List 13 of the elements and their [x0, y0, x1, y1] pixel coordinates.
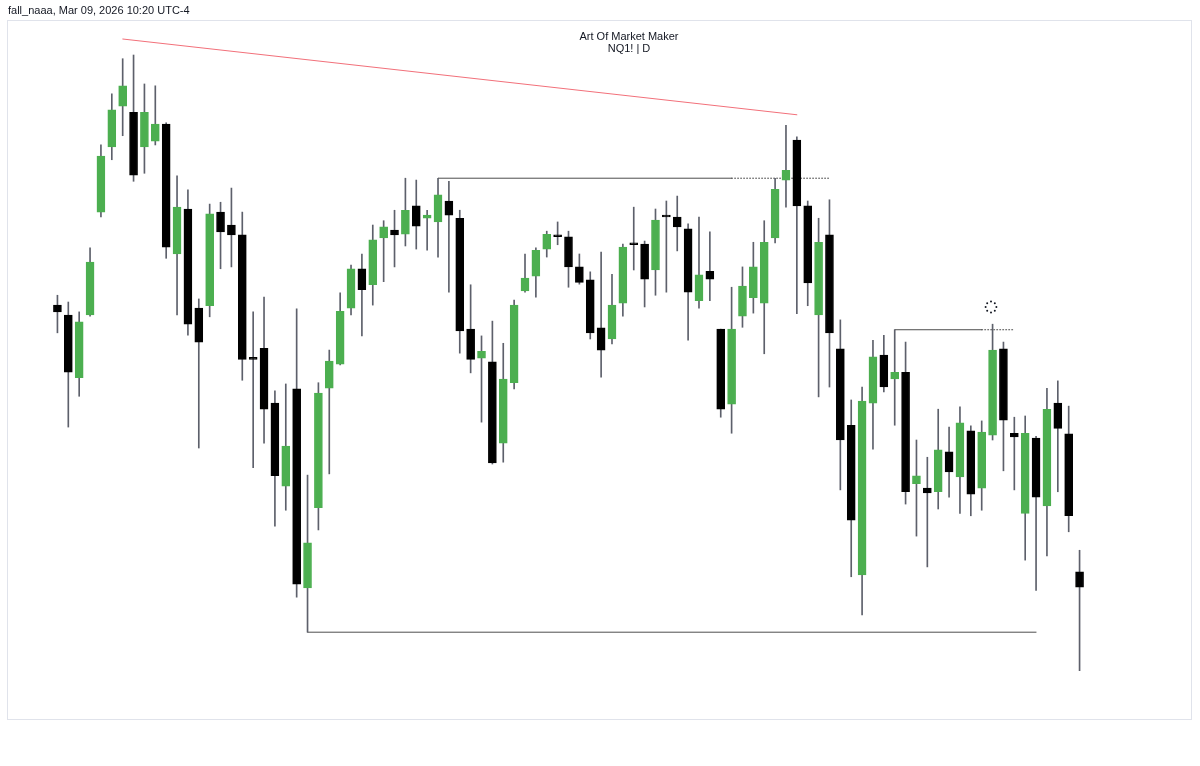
candlestick: [629, 206, 639, 271]
candlestick: [248, 311, 258, 469]
candlestick: [444, 180, 454, 293]
candlestick: [705, 231, 715, 302]
candlestick: [890, 329, 900, 426]
candlestick: [324, 349, 334, 475]
candlestick: [422, 209, 432, 251]
chart-title: Art Of Market Maker: [578, 30, 680, 42]
text: fall_naaa, Mar 09, 2026 10:20 UTC-4: [8, 3, 190, 17]
candlestick: [672, 195, 682, 252]
chart-subtitle: NQ1! | D: [606, 42, 652, 54]
candlestick: [194, 298, 204, 449]
candlestick: [1053, 380, 1063, 493]
